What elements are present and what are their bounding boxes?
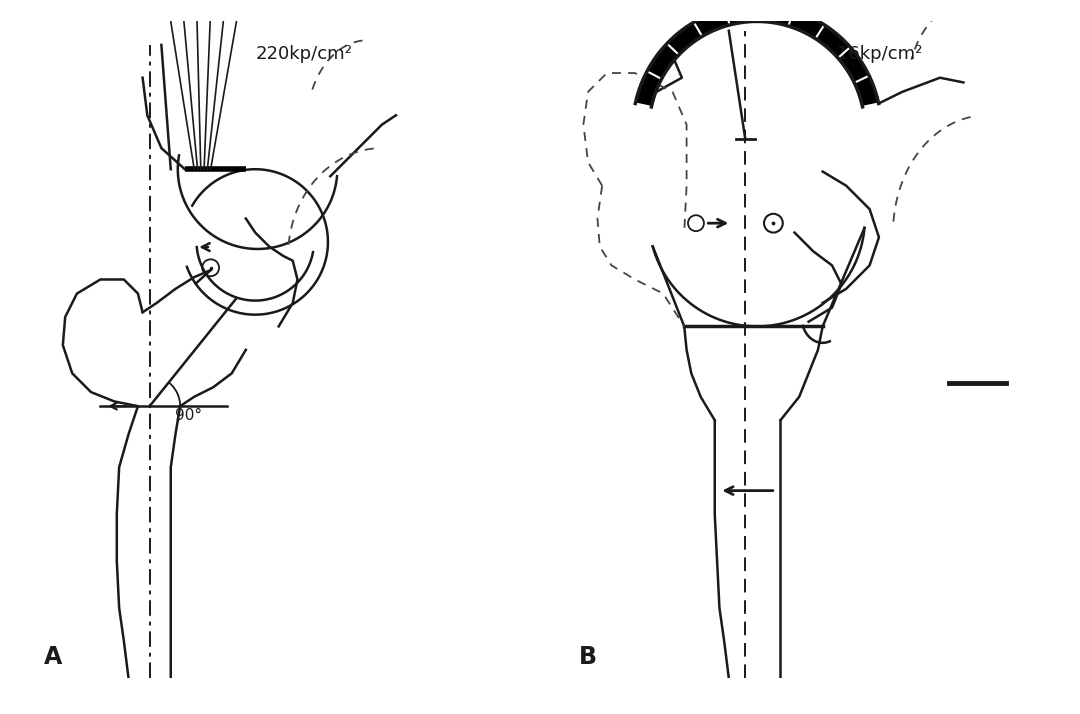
Text: 220kp/cm²: 220kp/cm² [255,45,352,63]
Text: A: A [44,645,63,669]
Text: 90°: 90° [175,408,203,423]
Text: 16kp/cm²: 16kp/cm² [837,45,922,63]
Polygon shape [635,5,879,107]
Text: B: B [579,645,596,669]
